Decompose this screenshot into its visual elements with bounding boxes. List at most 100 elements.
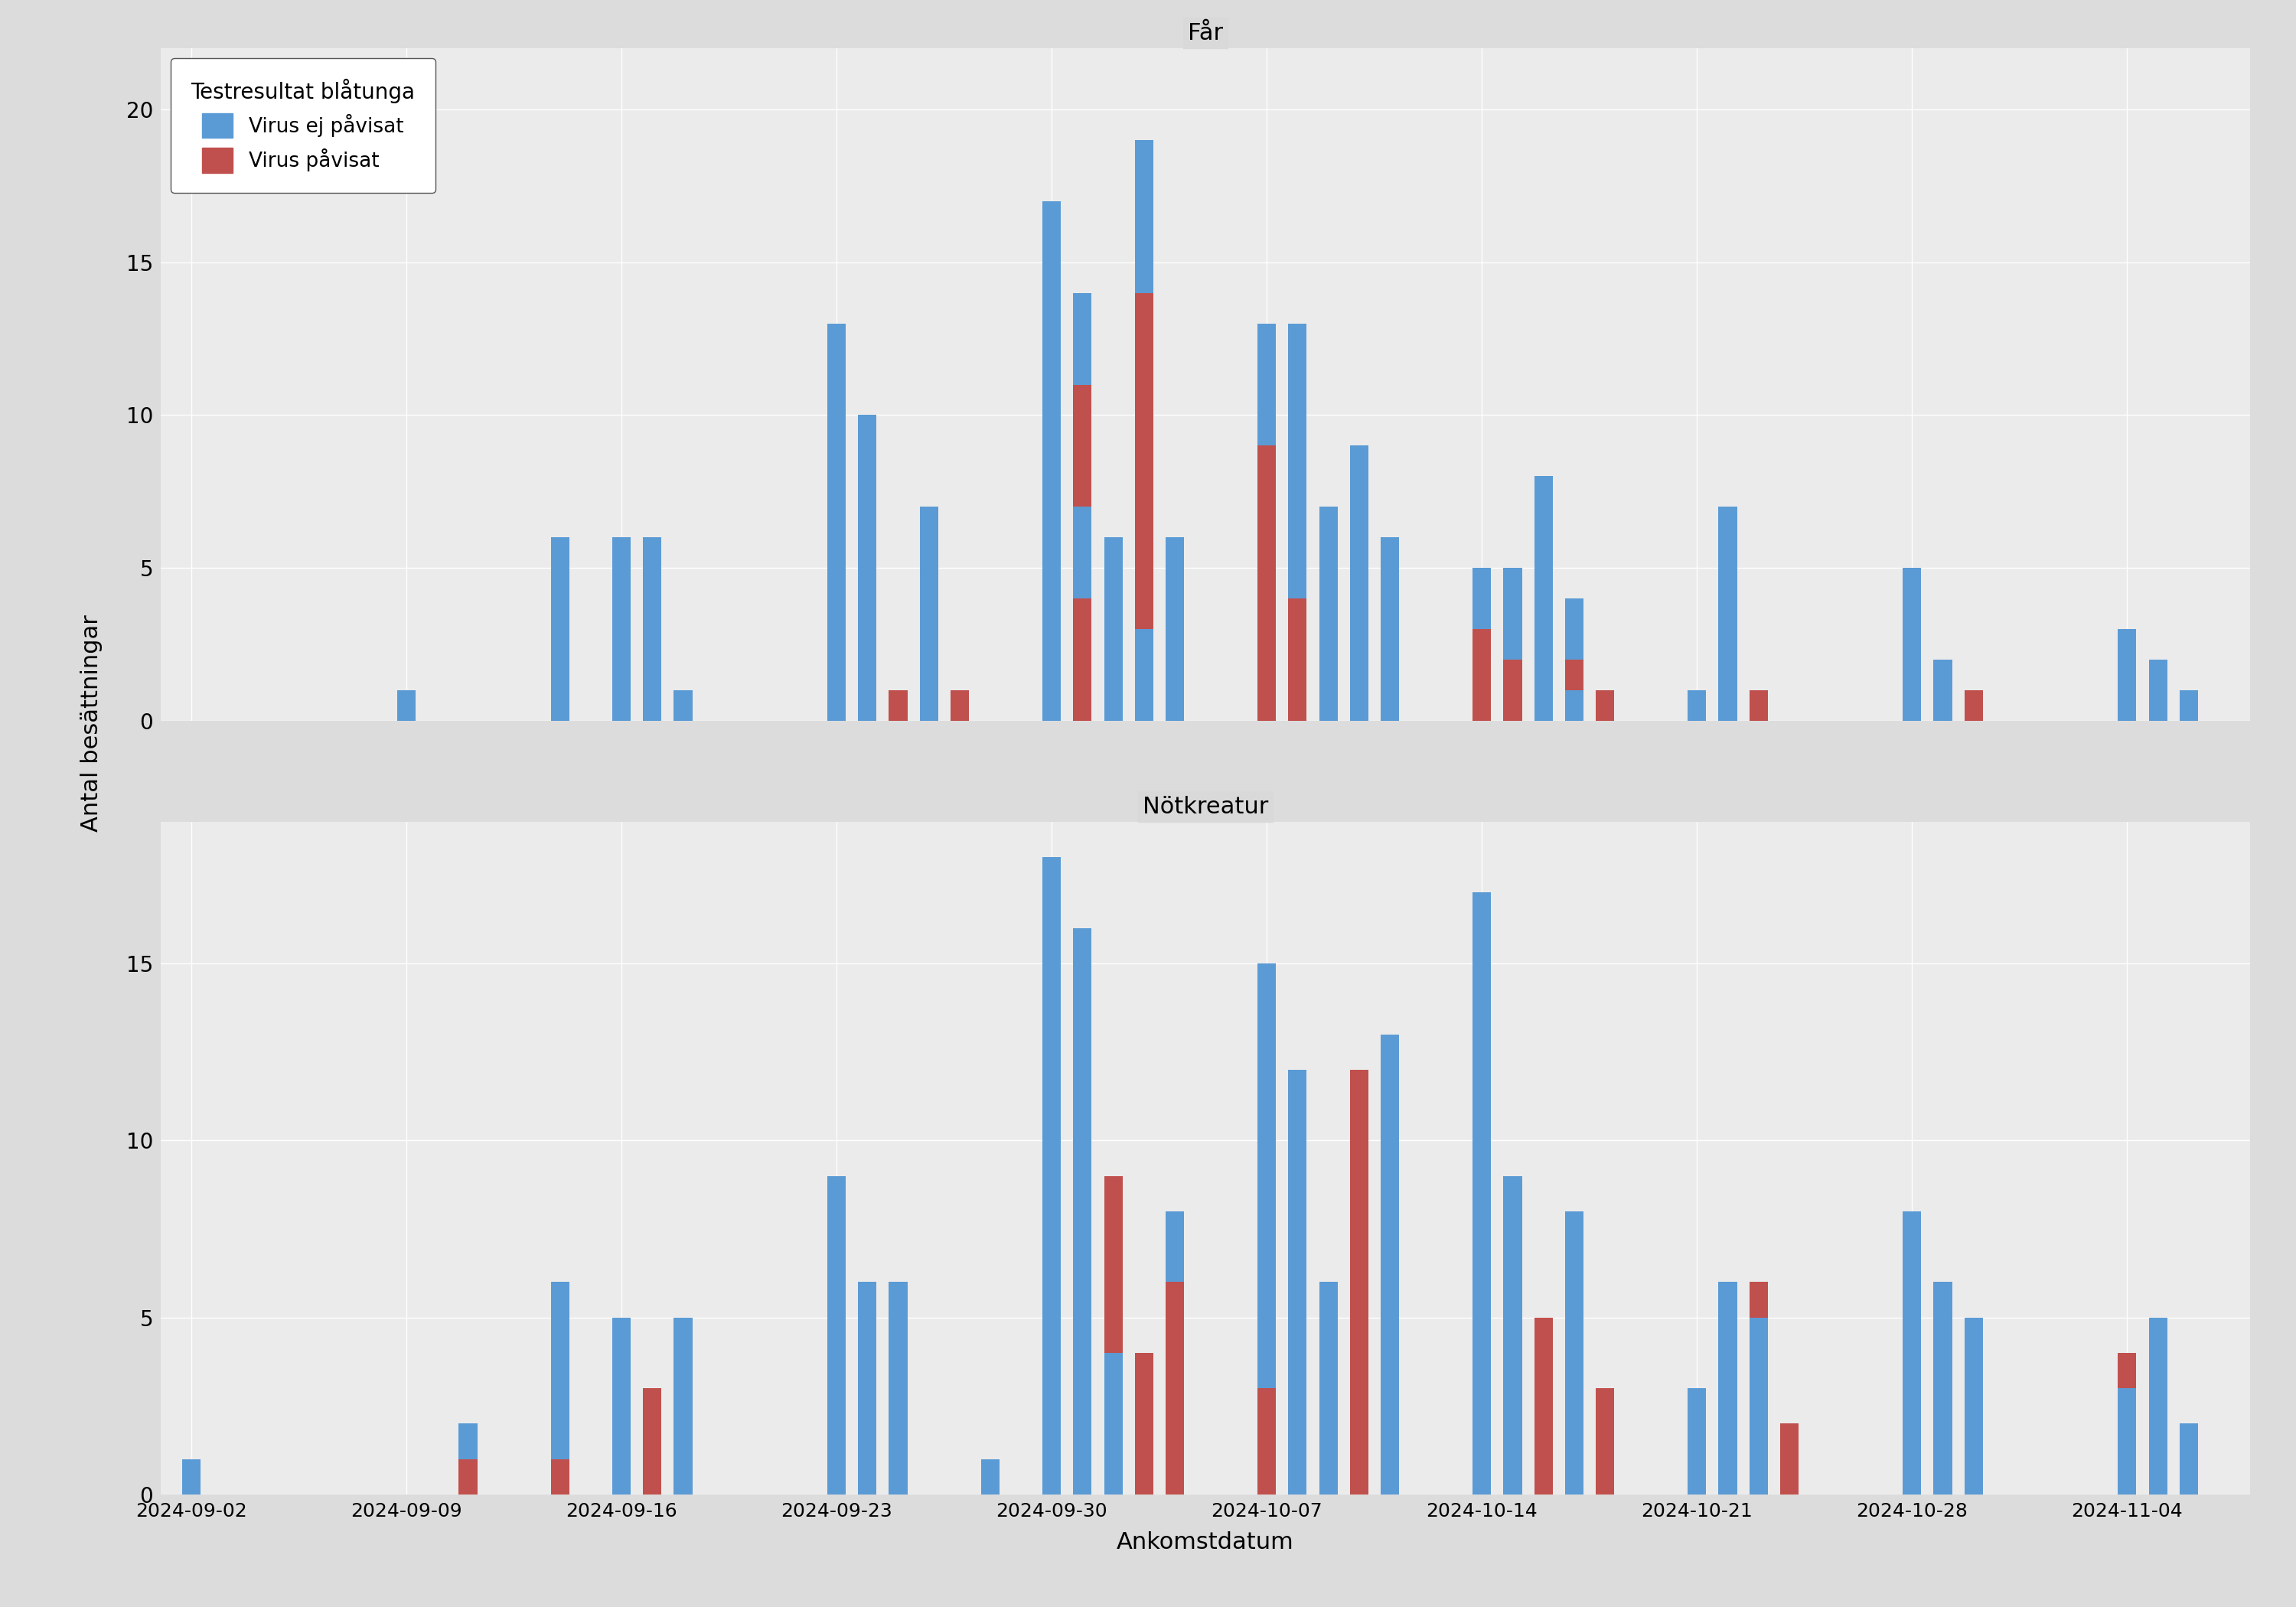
Bar <box>551 537 569 722</box>
Bar <box>1166 537 1185 567</box>
Bar <box>551 1282 569 1495</box>
Bar <box>1042 857 1061 1495</box>
Bar <box>2149 1318 2167 1495</box>
Bar <box>2149 660 2167 722</box>
Bar <box>1042 262 1061 722</box>
Bar <box>1504 567 1522 722</box>
Bar <box>1320 506 1339 722</box>
Bar <box>2117 1353 2135 1495</box>
Bar <box>1750 691 1768 722</box>
Bar <box>613 1388 631 1495</box>
Bar <box>551 1459 569 1495</box>
Bar <box>1288 323 1306 598</box>
Bar <box>1072 506 1091 598</box>
Bar <box>613 691 631 722</box>
Bar <box>1288 598 1306 722</box>
Bar <box>613 537 631 722</box>
Bar <box>1072 1035 1091 1495</box>
Bar <box>1072 927 1091 1495</box>
Bar <box>1534 1318 1552 1495</box>
Bar <box>1320 1282 1339 1495</box>
Bar <box>1258 964 1277 1495</box>
Bar <box>673 691 693 722</box>
Bar <box>1258 1247 1277 1388</box>
Bar <box>551 598 569 722</box>
Bar <box>1504 630 1522 660</box>
Bar <box>1933 1282 1952 1495</box>
Bar <box>459 1424 478 1495</box>
Bar <box>1504 1176 1522 1495</box>
Bar <box>1750 1282 1768 1495</box>
Bar <box>859 1282 877 1495</box>
Bar <box>827 1318 845 1495</box>
Bar <box>1288 1212 1306 1495</box>
Bar <box>1472 892 1490 1495</box>
Bar <box>1042 1141 1061 1495</box>
Bar <box>1472 1106 1490 1495</box>
Bar <box>1534 476 1552 722</box>
Bar <box>1320 1282 1339 1495</box>
Bar <box>643 691 661 722</box>
Bar <box>1688 691 1706 722</box>
Bar <box>1965 691 1984 722</box>
Bar <box>1380 1035 1398 1495</box>
Bar <box>1933 1282 1952 1495</box>
Bar <box>1566 598 1584 660</box>
Bar <box>1350 476 1368 722</box>
Bar <box>1717 1282 1738 1495</box>
Bar <box>1104 567 1123 722</box>
Bar <box>921 691 939 722</box>
Bar <box>1380 537 1398 722</box>
Bar <box>1472 567 1490 722</box>
Bar <box>1166 1282 1185 1495</box>
Bar <box>1288 323 1306 722</box>
Bar <box>1750 1318 1768 1495</box>
Bar <box>1042 201 1061 722</box>
Bar <box>1779 1424 1798 1495</box>
Bar <box>1042 1000 1061 1141</box>
Bar <box>1504 660 1522 722</box>
Bar <box>1258 1388 1277 1495</box>
Bar <box>613 630 631 722</box>
Bar <box>1134 630 1153 722</box>
Bar <box>397 691 416 722</box>
Bar <box>613 598 631 691</box>
Bar <box>1288 1070 1306 1495</box>
Bar <box>1596 691 1614 722</box>
Bar <box>2117 630 2135 722</box>
Bar <box>1566 691 1584 722</box>
Bar <box>1504 1318 1522 1495</box>
Bar <box>1258 445 1277 722</box>
Bar <box>1903 567 1922 722</box>
Bar <box>459 1459 478 1495</box>
Text: Antal besättningar: Antal besättningar <box>80 614 103 832</box>
Bar <box>859 1282 877 1495</box>
Bar <box>181 1459 200 1495</box>
Bar <box>951 691 969 722</box>
Bar <box>1072 384 1091 722</box>
Bar <box>1472 567 1490 630</box>
Bar <box>827 1176 845 1495</box>
Bar <box>1688 1388 1706 1495</box>
Bar <box>1688 1388 1706 1495</box>
Bar <box>1933 691 1952 722</box>
Bar <box>1166 567 1185 722</box>
Bar <box>1104 1176 1123 1495</box>
Bar <box>643 537 661 722</box>
Bar <box>1566 1212 1584 1495</box>
Bar <box>551 1353 569 1459</box>
Bar <box>1134 292 1153 722</box>
Bar <box>2149 691 2167 722</box>
Bar <box>889 1282 907 1495</box>
Bar <box>1166 567 1185 722</box>
Bar <box>643 1388 661 1495</box>
Bar <box>1596 1388 1614 1495</box>
Bar <box>827 323 845 722</box>
Bar <box>889 1282 907 1495</box>
Bar <box>1320 567 1339 722</box>
Bar <box>1965 691 1984 722</box>
Bar <box>1903 1212 1922 1495</box>
Bar <box>921 506 939 722</box>
Bar <box>1104 1353 1123 1495</box>
Bar <box>1134 140 1153 292</box>
